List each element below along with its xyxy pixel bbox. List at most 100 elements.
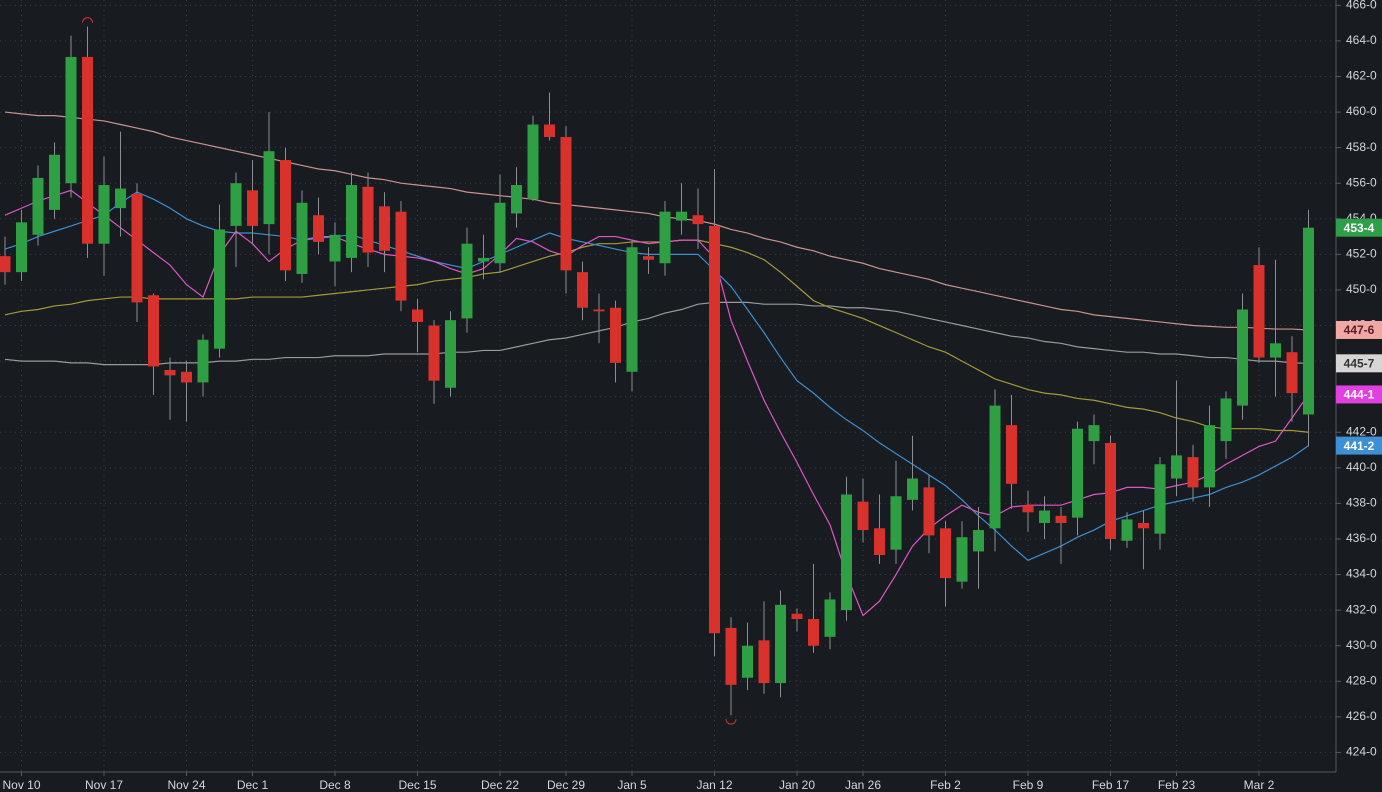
y-tick-label: 442-0	[1346, 424, 1377, 438]
x-tick-label: Feb 2	[930, 778, 961, 792]
candle-body	[1204, 425, 1215, 488]
price-tag	[1336, 385, 1382, 404]
candle-body	[197, 339, 209, 383]
price-tag-label: 444-1	[1344, 388, 1375, 402]
candle-body	[148, 295, 159, 367]
candle-body	[445, 320, 456, 388]
plot-area	[0, 17, 1314, 725]
price-tag-label: 447-6	[1344, 323, 1375, 337]
candle-body	[511, 184, 522, 214]
candle-body	[725, 627, 737, 685]
candle-body	[131, 193, 143, 303]
x-tick-label: Jan 20	[779, 778, 815, 792]
candle-body	[296, 202, 308, 274]
low-marker	[725, 719, 737, 725]
candle-body	[1006, 425, 1017, 484]
candle-body	[1088, 425, 1100, 442]
ma-line	[4, 301, 1309, 366]
candle-body	[560, 136, 572, 271]
candle-body	[1039, 510, 1050, 523]
candle-body	[709, 225, 720, 634]
candle-body	[181, 371, 192, 383]
candle-body	[956, 537, 968, 582]
candle-body	[1022, 505, 1034, 513]
y-tick-label: 460-0	[1346, 104, 1377, 118]
candle-body	[164, 369, 176, 376]
candle-body	[412, 309, 423, 322]
candle-body	[1220, 398, 1232, 442]
x-tick-label: Nov 24	[167, 778, 205, 792]
y-tick-label: 456-0	[1346, 175, 1377, 189]
candle-body	[841, 494, 852, 611]
y-tick-label: 458-0	[1346, 140, 1377, 154]
y-tick-label: 438-0	[1346, 496, 1377, 510]
candle-body	[874, 528, 885, 555]
candle-body	[577, 272, 588, 308]
candle-body	[907, 478, 918, 500]
candle-body	[593, 309, 605, 312]
candle-body	[857, 501, 869, 531]
x-tick-label: Dec 8	[319, 778, 351, 792]
candle-body	[461, 243, 473, 319]
candle-body	[742, 645, 753, 678]
candle-body	[1055, 515, 1067, 523]
candle-body	[379, 206, 390, 251]
candle-body	[1072, 428, 1083, 518]
candle-body	[230, 183, 242, 226]
candle-body	[346, 184, 357, 258]
candle-body	[692, 215, 704, 225]
y-tick-label: 436-0	[1346, 531, 1377, 545]
y-tick-label: 432-0	[1346, 602, 1377, 616]
candle-body	[610, 307, 621, 363]
ma-line	[4, 111, 1309, 331]
price-tag	[1336, 320, 1382, 339]
candle-body	[1171, 455, 1182, 479]
candle-body	[544, 124, 555, 137]
candle-body	[890, 496, 902, 550]
x-tick-label: Mar 2	[1244, 778, 1275, 792]
candle-body	[659, 211, 671, 264]
price-tag-label: 441-2	[1344, 439, 1375, 453]
candle-body	[16, 222, 27, 273]
x-tick-label: Jan 26	[845, 778, 881, 792]
price-tag	[1336, 436, 1382, 455]
candle-body	[395, 211, 407, 301]
candle-body	[1121, 519, 1133, 541]
x-tick-label: Feb 9	[1013, 778, 1044, 792]
candle-body	[1270, 343, 1281, 358]
price-tag	[1336, 218, 1382, 237]
candle-body	[65, 56, 77, 184]
candle-body	[1187, 457, 1199, 488]
y-tick-label: 464-0	[1346, 33, 1377, 47]
candle-body	[362, 186, 374, 253]
candle-body	[1303, 227, 1314, 415]
candle-body	[808, 619, 819, 646]
candle-body	[643, 256, 654, 260]
candle-body	[676, 211, 687, 221]
candle-body	[247, 190, 258, 226]
candle-body	[1286, 352, 1298, 394]
candle-body	[1105, 442, 1116, 539]
candle-body	[940, 528, 951, 579]
candle-body	[313, 215, 324, 242]
y-tick-label: 452-0	[1346, 247, 1377, 261]
x-tick-label: Nov 17	[85, 778, 123, 792]
x-tick-label: Jan 12	[696, 778, 732, 792]
high-marker	[82, 17, 93, 23]
candle-body	[824, 599, 836, 637]
x-tick-label: Dec 1	[237, 778, 269, 792]
x-tick-label: Dec 15	[398, 778, 436, 792]
candle-body	[82, 56, 93, 244]
candle-body	[478, 257, 489, 262]
y-tick-label: 440-0	[1346, 460, 1377, 474]
candle-body	[0, 256, 11, 273]
candle-body	[49, 154, 60, 210]
price-tag-label: 445-7	[1344, 356, 1375, 370]
candle-body	[791, 613, 803, 620]
candle-body	[263, 151, 275, 225]
x-tick-label: Dec 22	[481, 778, 519, 792]
